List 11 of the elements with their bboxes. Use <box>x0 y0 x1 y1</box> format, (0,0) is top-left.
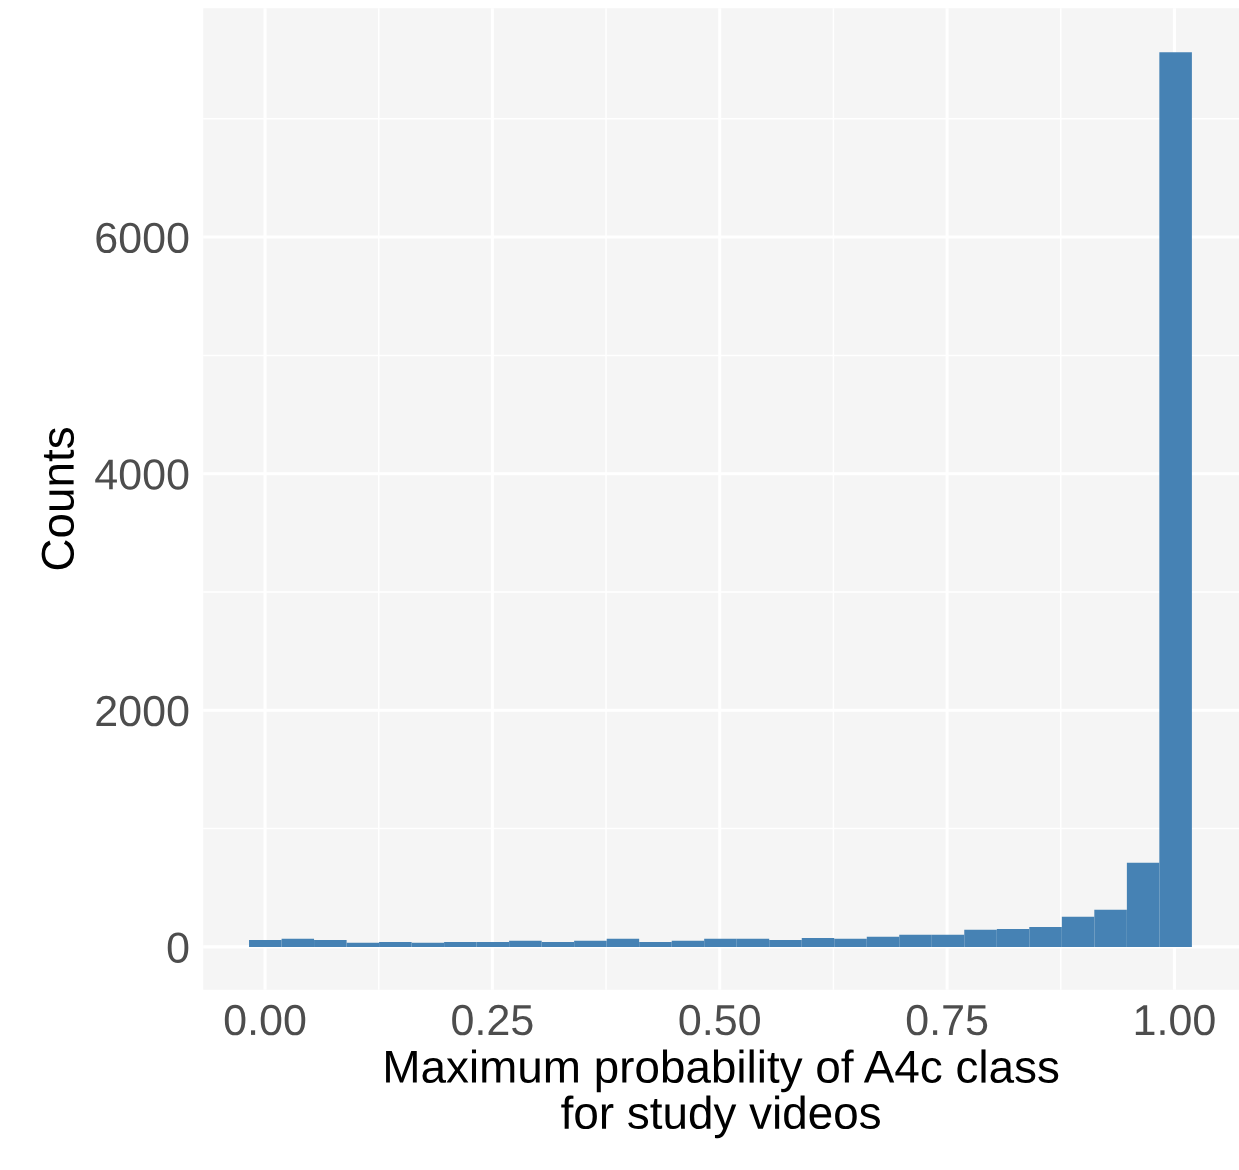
x-tick-label: 0.25 <box>452 1004 533 1036</box>
y-tick-label: 2000 <box>96 695 189 727</box>
y-tick-label: 4000 <box>95 459 189 490</box>
x-axis-title: Maximum probability of A4c class for study videos <box>386 1049 1059 1139</box>
y-axis-title: Counts <box>41 428 75 570</box>
x-tick-label: 0.75 <box>906 1004 988 1036</box>
y-tick-label: 0 <box>167 932 189 963</box>
x-tick-label: 0.00 <box>224 1004 306 1036</box>
x-tick-label: 1.00 <box>1135 1004 1215 1036</box>
x-tick-label: 0.50 <box>679 1004 760 1036</box>
y-tick-label: 6000 <box>96 222 189 254</box>
